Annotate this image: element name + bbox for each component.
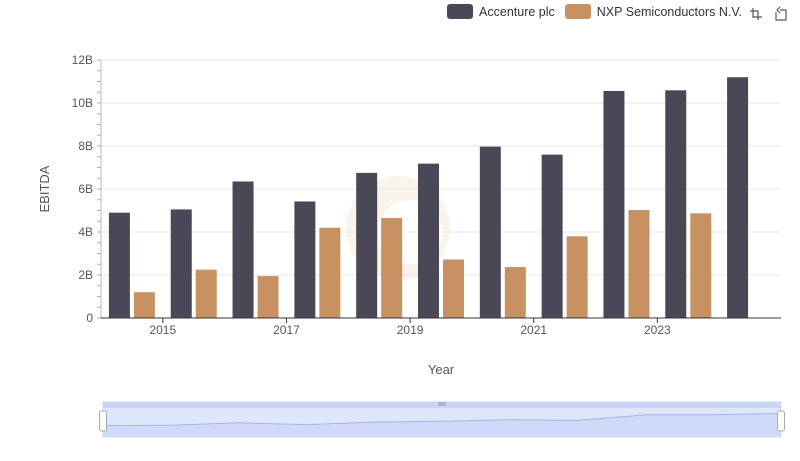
- bar-accenture[interactable]: [294, 201, 316, 318]
- legend: Accenture plc NXP Semiconductors N.V.: [447, 4, 742, 19]
- range-slider-line: [102, 413, 782, 427]
- legend-swatch: [564, 4, 591, 19]
- legend-label: NXP Semiconductors N.V.: [596, 4, 742, 19]
- bar-nxp[interactable]: [257, 276, 279, 318]
- x-tick-label: 2017: [273, 323, 300, 337]
- bar-nxp[interactable]: [319, 227, 341, 318]
- range-slider-right-handle[interactable]: [777, 410, 785, 432]
- y-tick-label: 6B: [78, 182, 93, 196]
- bar-accenture[interactable]: [727, 77, 749, 318]
- y-tick-label: 12B: [72, 53, 93, 67]
- bar-accenture[interactable]: [170, 209, 192, 318]
- bar-accenture[interactable]: [479, 146, 501, 318]
- x-axis-title: Year: [428, 362, 455, 377]
- legend-item[interactable]: Accenture plc: [447, 4, 555, 19]
- bar-accenture[interactable]: [541, 154, 563, 318]
- bar-accenture[interactable]: [232, 181, 254, 318]
- bar-nxp[interactable]: [195, 269, 217, 318]
- restore-icon[interactable]: [773, 6, 789, 22]
- bar-nxp[interactable]: [133, 292, 155, 318]
- y-tick-label: 0: [86, 311, 93, 325]
- bar-nxp[interactable]: [504, 267, 526, 318]
- range-slider-left-handle[interactable]: [99, 410, 107, 432]
- x-tick-label: 2019: [397, 323, 424, 337]
- x-tick-label: 2023: [644, 323, 671, 337]
- bar-nxp[interactable]: [690, 213, 712, 318]
- zoom-icon[interactable]: [748, 6, 764, 22]
- y-axis-title: EBITDA: [37, 165, 52, 212]
- x-tick-label: 2015: [149, 323, 176, 337]
- bar-accenture[interactable]: [603, 90, 625, 319]
- x-tick-label: 2021: [520, 323, 547, 337]
- bar-accenture[interactable]: [418, 163, 439, 318]
- bar-nxp[interactable]: [566, 236, 588, 318]
- range-slider-grip[interactable]: [438, 402, 446, 406]
- legend-item[interactable]: NXP Semiconductors N.V.: [564, 4, 742, 19]
- y-tick-label: 8B: [78, 139, 93, 153]
- legend-swatch: [447, 4, 474, 19]
- y-tick-label: 10B: [72, 96, 93, 110]
- bar-accenture[interactable]: [108, 212, 130, 318]
- bar-nxp[interactable]: [443, 259, 464, 318]
- bar-nxp[interactable]: [628, 210, 650, 318]
- range-slider-area: [103, 413, 781, 437]
- legend-label: Accenture plc: [479, 4, 555, 19]
- bar-accenture[interactable]: [356, 172, 378, 318]
- y-tick-label: 2B: [78, 268, 93, 282]
- bar-nxp[interactable]: [381, 218, 403, 318]
- bar-accenture[interactable]: [665, 90, 687, 318]
- y-tick-label: 4B: [78, 225, 93, 239]
